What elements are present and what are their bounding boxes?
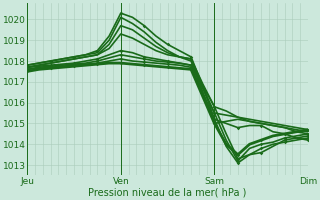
X-axis label: Pression niveau de la mer( hPa ): Pression niveau de la mer( hPa ) [88,187,247,197]
